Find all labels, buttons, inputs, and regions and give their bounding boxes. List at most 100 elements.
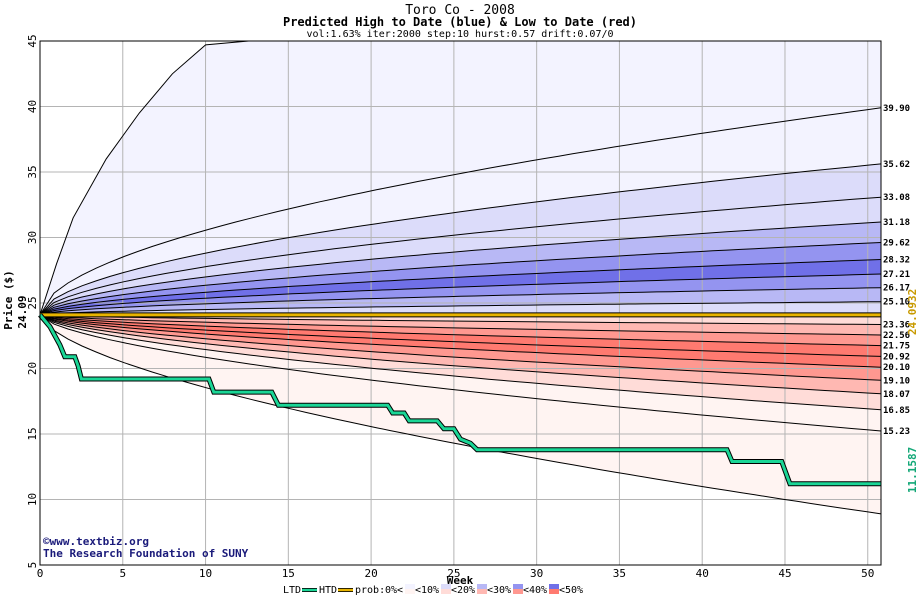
low-quantile-line bbox=[39, 314, 882, 381]
x-tick-label: 50 bbox=[861, 567, 874, 580]
legend-prob-item: <40% bbox=[523, 585, 547, 596]
legend-prob-swatch-red bbox=[441, 589, 451, 594]
start-price-label: 24.09 bbox=[16, 295, 29, 328]
high-quantile-line bbox=[39, 107, 882, 316]
legend: LTD HTD prob: 0%< <10% <20% <30% <40% <50% bbox=[283, 584, 583, 596]
x-tick-label: 25 bbox=[447, 567, 460, 580]
y-tick-label: 15 bbox=[26, 427, 39, 440]
band-low-outer bbox=[40, 314, 881, 514]
legend-prob-item: <20% bbox=[451, 585, 475, 596]
series-lines bbox=[38, 312, 881, 487]
band-high-outer bbox=[40, 41, 881, 315]
credit-line-1: ©www.textbiz.org bbox=[43, 535, 149, 548]
legend-prob-swatch-blue bbox=[549, 584, 559, 589]
quantile-end-label: 28.32 bbox=[883, 256, 910, 266]
ltd-line bbox=[38, 313, 881, 486]
band-high-4 bbox=[40, 242, 881, 315]
low-quantile-line bbox=[39, 314, 882, 432]
quantile-end-label: 21.75 bbox=[883, 342, 910, 352]
quantile-end-label: 19.10 bbox=[883, 376, 910, 386]
high-quantile-line bbox=[39, 273, 882, 316]
quantile-end-label: 20.92 bbox=[883, 352, 910, 362]
band-low-1 bbox=[40, 314, 881, 335]
y-axis-label: Price ($) bbox=[2, 270, 15, 330]
y-tick-label: 30 bbox=[26, 231, 39, 244]
high-quantile-line bbox=[39, 259, 882, 316]
low-quantile-line bbox=[39, 314, 882, 411]
legend-prob-swatch-blue bbox=[405, 584, 415, 589]
plot-border bbox=[39, 40, 882, 566]
legend-ltd-label: LTD bbox=[283, 585, 301, 596]
plot-frame bbox=[39, 40, 882, 566]
y-tick-label: 10 bbox=[26, 493, 39, 506]
quantile-end-label: 39.90 bbox=[883, 104, 910, 114]
legend-prob-swatch-red bbox=[477, 589, 487, 594]
legend-prob-item: <30% bbox=[487, 585, 511, 596]
quantile-end-label: 33.08 bbox=[883, 193, 910, 203]
htd-end-label: 24.0932 bbox=[906, 289, 919, 335]
chart-title: Toro Co - 2008 bbox=[405, 3, 515, 18]
band-low-4 bbox=[40, 314, 881, 368]
high-quantile-line bbox=[39, 196, 882, 316]
y-tick-label: 40 bbox=[26, 100, 39, 113]
quantile-end-label: 20.10 bbox=[883, 363, 910, 373]
x-axis-ticks: 0 5 10 15 20 25 30 35 40 45 50 bbox=[37, 567, 875, 580]
legend-prob-swatch-blue bbox=[441, 584, 451, 589]
y-tick-label: 25 bbox=[26, 296, 39, 309]
y-tick-label: 35 bbox=[26, 165, 39, 178]
legend-prob-item: 0%< bbox=[385, 585, 403, 596]
legend-prob-item: <10% bbox=[415, 585, 439, 596]
y-axis-ticks: 5 10 15 20 25 30 35 40 45 bbox=[26, 34, 39, 568]
band-low-2 bbox=[40, 314, 881, 346]
legend-prob-item: <50% bbox=[559, 585, 583, 596]
x-tick-label: 45 bbox=[778, 567, 791, 580]
band-high-2 bbox=[40, 197, 881, 315]
right-quantile-labels: 39.90 35.62 33.08 31.18 29.62 28.32 27.21 26.17… bbox=[883, 104, 910, 437]
y-tick-label: 5 bbox=[26, 562, 39, 569]
x-tick-label: 35 bbox=[613, 567, 626, 580]
credit-line-2: The Research Foundation of SUNY bbox=[43, 547, 249, 560]
chart-title-block: Toro Co - 2008 Predicted High to Date (b… bbox=[283, 3, 637, 40]
high-outer-line bbox=[39, 40, 249, 316]
credits: ©www.textbiz.org The Research Foundation… bbox=[43, 535, 249, 560]
legend-prob-swatch-red bbox=[405, 589, 415, 594]
quantile-end-label: 27.21 bbox=[883, 270, 910, 280]
high-quantile-line bbox=[39, 163, 882, 316]
low-quantile-line bbox=[39, 314, 882, 325]
high-quantile-line bbox=[39, 287, 882, 316]
quantile-end-label: 35.62 bbox=[883, 160, 910, 170]
low-quantile-line bbox=[39, 314, 882, 347]
band-low-5 bbox=[40, 314, 881, 381]
chart-subtitle: Predicted High to Date (blue) & Low to D… bbox=[283, 15, 637, 29]
quantile-end-label: 15.23 bbox=[883, 427, 910, 437]
y-tick-label: 20 bbox=[26, 362, 39, 375]
x-tick-label: 20 bbox=[364, 567, 377, 580]
quantile-end-label: 22.56 bbox=[883, 331, 910, 341]
quantile-end-label: 31.18 bbox=[883, 218, 910, 228]
chart-params: vol:1.63% iter:2000 step:10 hurst:0.57 d… bbox=[306, 29, 613, 40]
low-quantile-line bbox=[39, 314, 882, 395]
band-high-8 bbox=[40, 301, 881, 315]
legend-prob-swatch-blue bbox=[513, 584, 523, 589]
x-tick-label: 30 bbox=[530, 567, 543, 580]
x-axis-label: Week bbox=[447, 574, 474, 587]
x-tick-label: 40 bbox=[696, 567, 709, 580]
legend-prob-swatch-blue bbox=[477, 584, 487, 589]
y-tick-label: 45 bbox=[26, 34, 39, 47]
high-quantile-line bbox=[39, 221, 882, 316]
band-low-8 bbox=[40, 314, 881, 431]
band-high-3 bbox=[40, 222, 881, 315]
legend-prob-label: prob: bbox=[355, 585, 385, 596]
quantile-end-label: 26.17 bbox=[883, 284, 910, 294]
legend-prob-swatch-red bbox=[513, 589, 523, 594]
x-tick-label: 15 bbox=[282, 567, 295, 580]
band-low-7 bbox=[40, 314, 881, 410]
low-quantile-line bbox=[39, 314, 882, 368]
high-quantile-line bbox=[39, 301, 882, 316]
band-low-6 bbox=[40, 314, 881, 394]
low-quantile-line bbox=[39, 314, 882, 336]
low-quantile-line bbox=[39, 314, 882, 357]
x-tick-label: 0 bbox=[37, 567, 44, 580]
band-high-1 bbox=[40, 163, 881, 315]
